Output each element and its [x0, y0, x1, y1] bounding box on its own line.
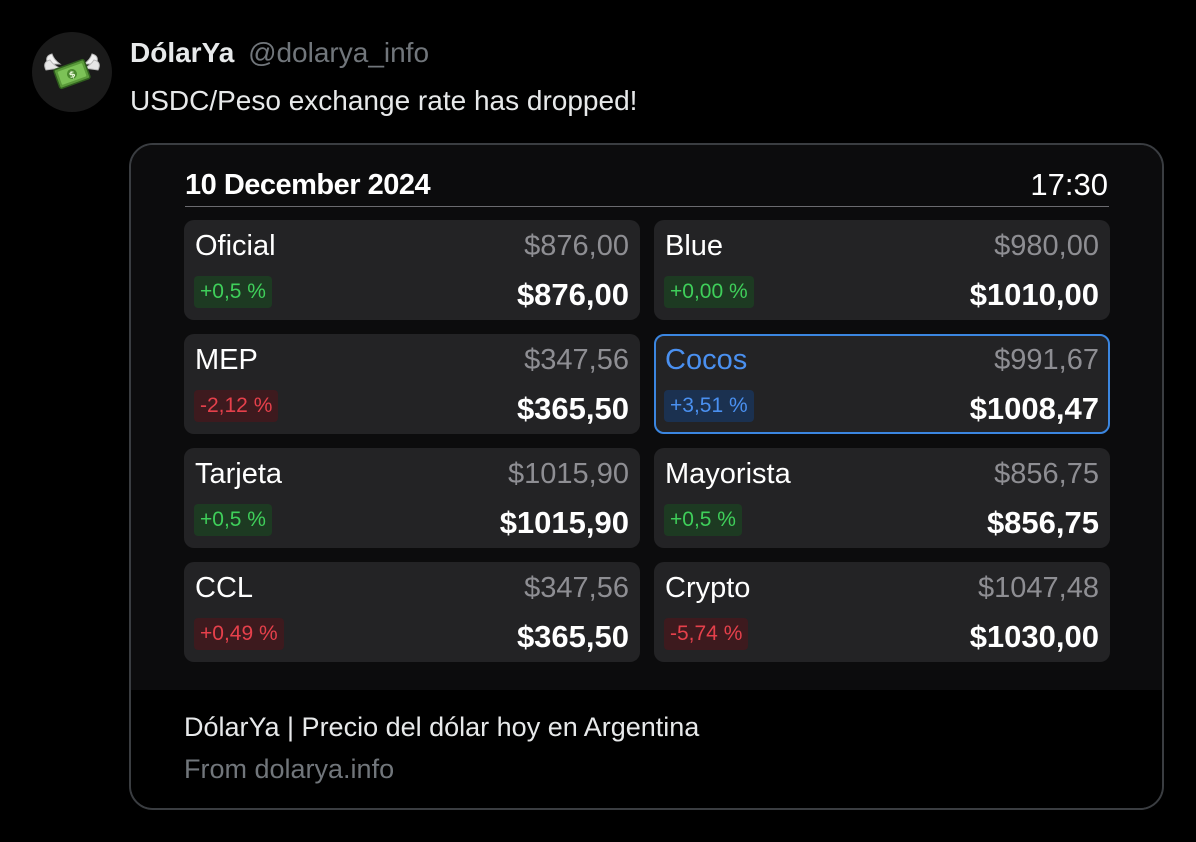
- rate-change-badge: -2,12 %: [194, 390, 279, 422]
- user-handle[interactable]: @dolarya_info: [248, 37, 430, 68]
- rate-buy-price: $347,56: [524, 344, 629, 376]
- rate-name: Blue: [665, 230, 724, 262]
- rate-buy-price: $1015,90: [508, 458, 629, 490]
- rate-tile-crypto: Crypto $1047,48 -5,74 % $1030,00: [654, 562, 1110, 662]
- rate-name: Mayorista: [665, 458, 791, 490]
- rate-buy-price: $856,75: [994, 458, 1099, 490]
- rate-sell-price: $876,00: [516, 277, 629, 312]
- rate-change-badge: +0,5 %: [194, 504, 272, 536]
- money-with-wings-icon: $: [44, 53, 100, 90]
- rate-sell-price: $1015,90: [499, 505, 629, 540]
- link-title[interactable]: DólarYa | Precio del dólar hoy en Argent…: [184, 712, 700, 742]
- rate-change-badge: +0,49 %: [194, 618, 284, 650]
- rate-change-badge: +0,5 %: [194, 276, 272, 308]
- rate-change-badge: +0,5 %: [664, 504, 742, 536]
- tweet-text: USDC/Peso exchange rate has dropped!: [130, 85, 638, 116]
- rate-buy-price: $876,00: [524, 230, 629, 262]
- display-name[interactable]: DólarYa: [130, 37, 235, 68]
- rate-name: MEP: [195, 344, 258, 376]
- rate-sell-price: $856,75: [986, 505, 1099, 540]
- rate-change-badge: +0,00 %: [664, 276, 754, 308]
- svg-text:$: $: [68, 70, 77, 82]
- rate-tile-oficial: Oficial $876,00 +0,5 % $876,00: [184, 220, 640, 320]
- rate-buy-price: $991,67: [994, 344, 1099, 376]
- rates-date: 10 December 2024: [185, 169, 431, 201]
- rate-name: Tarjeta: [195, 458, 283, 490]
- rate-name: CCL: [195, 572, 254, 604]
- tweet-header: DólarYa @dolarya_info: [130, 36, 429, 70]
- rate-grid: Oficial $876,00 +0,5 % $876,00 Blue $980…: [184, 220, 1110, 662]
- rate-tile-mayorista: Mayorista $856,75 +0,5 % $856,75: [654, 448, 1110, 548]
- rate-change-badge: +3,51 %: [664, 390, 754, 422]
- rates-time: 17:30: [1030, 167, 1108, 202]
- rate-tile-ccl: CCL $347,56 +0,49 % $365,50: [184, 562, 640, 662]
- rate-sell-price: $1008,47: [969, 391, 1099, 426]
- rate-tile-blue: Blue $980,00 +0,00 % $1010,00: [654, 220, 1110, 320]
- rate-sell-price: $1030,00: [969, 619, 1099, 654]
- rate-tile-mep: MEP $347,56 -2,12 % $365,50: [184, 334, 640, 434]
- card-image[interactable]: 10 December 2024 17:30 Oficial $876,00 +…: [131, 145, 1162, 690]
- rate-change-badge: -5,74 %: [664, 618, 749, 650]
- rate-sell-price: $365,50: [516, 619, 629, 654]
- rate-buy-price: $347,56: [524, 572, 629, 604]
- divider: [185, 206, 1109, 207]
- link-preview-card[interactable]: 10 December 2024 17:30 Oficial $876,00 +…: [129, 143, 1164, 810]
- rate-name: Oficial: [195, 230, 276, 262]
- link-domain: From dolarya.info: [184, 754, 395, 784]
- avatar[interactable]: $: [32, 32, 112, 112]
- card-footer[interactable]: DólarYa | Precio del dólar hoy en Argent…: [131, 690, 1162, 808]
- rate-sell-price: $365,50: [516, 391, 629, 426]
- rate-buy-price: $1047,48: [978, 572, 1099, 604]
- rate-name: Cocos: [665, 344, 748, 376]
- rate-tile-cocos: Cocos $991,67 +3,51 % $1008,47: [654, 334, 1110, 434]
- rate-name: Crypto: [665, 572, 751, 604]
- rate-tile-tarjeta: Tarjeta $1015,90 +0,5 % $1015,90: [184, 448, 640, 548]
- rate-buy-price: $980,00: [994, 230, 1099, 262]
- rate-sell-price: $1010,00: [969, 277, 1099, 312]
